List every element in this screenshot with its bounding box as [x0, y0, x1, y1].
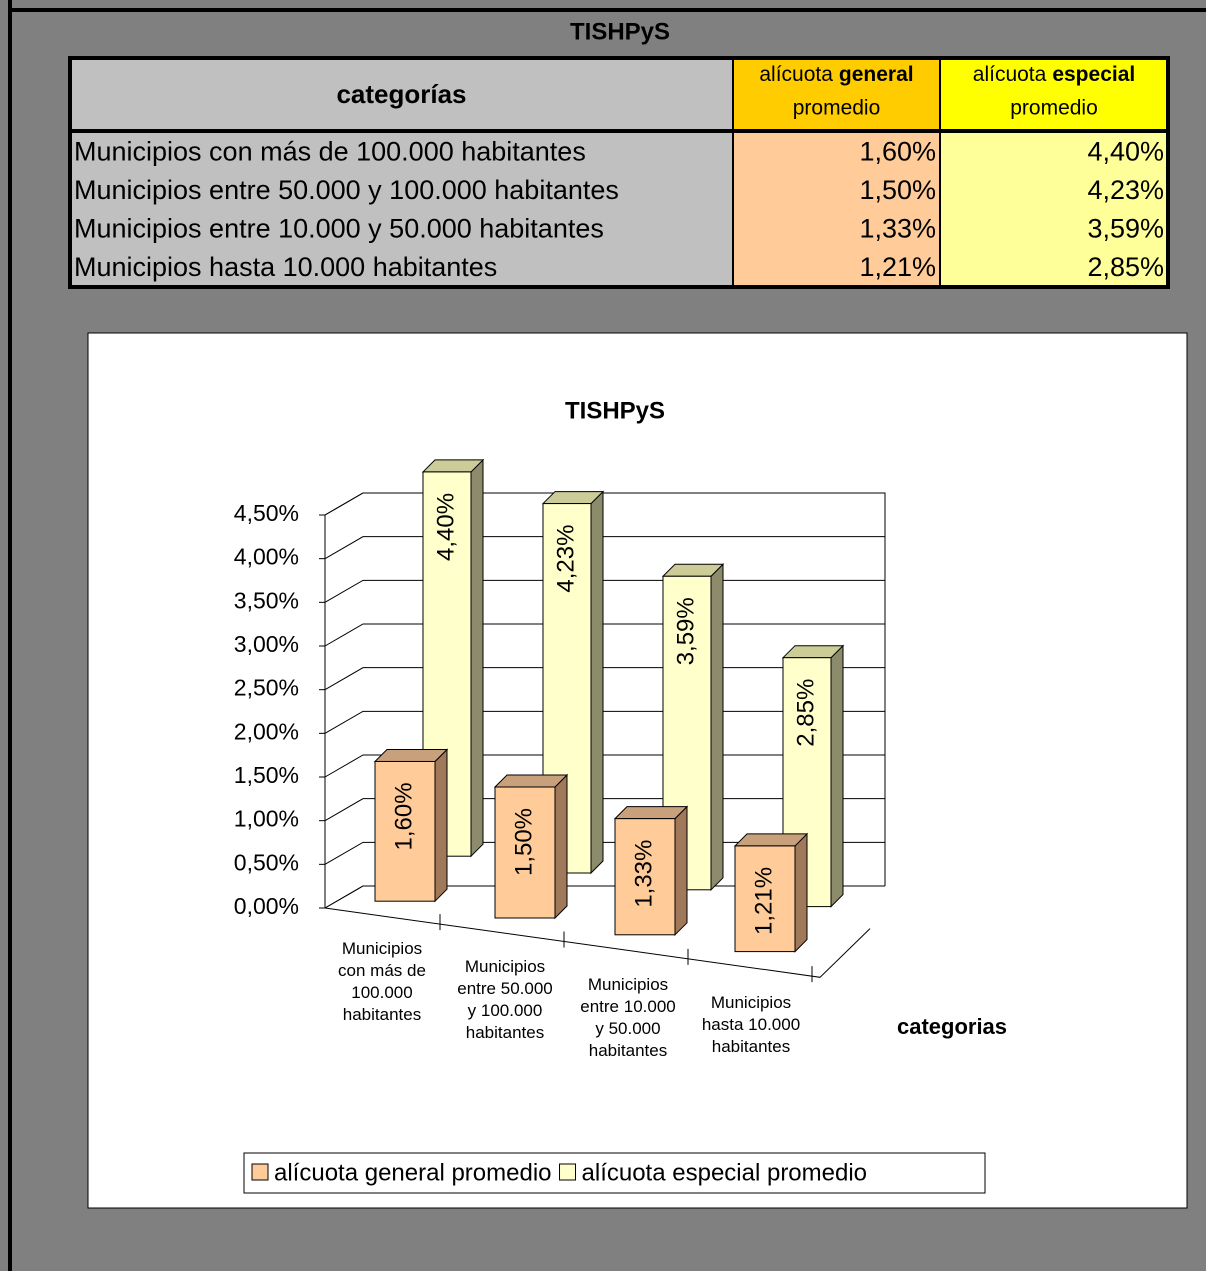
data-label: 4,40% — [432, 493, 459, 561]
cell — [733, 248, 940, 287]
x-tick-label: Municipios con más de 100.000 habitantes — [338, 939, 426, 1024]
cell — [70, 171, 733, 210]
y-tick-label: 1,50% — [234, 762, 299, 788]
x-tick-label: Municipios hasta 10.000 habitantes — [702, 993, 800, 1056]
bar — [733, 832, 809, 953]
y-tick-label: 3,00% — [234, 631, 299, 657]
chart-title: TISHPyS — [565, 397, 665, 424]
bar-side — [794, 832, 808, 953]
bar-top — [493, 774, 569, 788]
bar-front — [614, 818, 676, 936]
chart-area — [87, 332, 1188, 1209]
cell — [70, 210, 733, 249]
y-tick-label: 3,50% — [234, 587, 299, 613]
x-axis-label: categorias — [897, 1014, 1007, 1039]
x-tick-label: Municipios entre 50.000 y 100.000 habitante… — [457, 957, 552, 1042]
grid-line — [324, 536, 885, 560]
y-tick-label: 2,50% — [234, 675, 299, 701]
bar-side — [434, 748, 448, 903]
bar — [373, 748, 449, 903]
bar-front — [494, 786, 556, 919]
cell-text: 1,33% — [859, 213, 936, 243]
bar — [493, 773, 569, 920]
header-word: especial — [1052, 63, 1135, 86]
bar-top — [373, 748, 449, 762]
cell — [733, 133, 940, 172]
cell — [940, 171, 1168, 210]
bar-top — [613, 806, 689, 820]
bar-side — [830, 644, 844, 908]
bar-side — [590, 490, 604, 875]
cell-text: Municipios hasta 10.000 habitantes — [74, 252, 497, 282]
bar-front — [734, 845, 796, 953]
cell-text: Municipios con más de 100.000 habitantes — [74, 136, 586, 166]
cell — [70, 248, 733, 287]
cell-text: Municipios entre 10.000 y 50.000 habitan… — [74, 213, 604, 243]
y-tick-label: 0,00% — [234, 893, 299, 919]
header-text: alícuota general — [759, 63, 913, 86]
header-text: alícuota especial — [973, 63, 1135, 86]
y-tick-label: 4,00% — [234, 544, 299, 570]
cell-text: 1,60% — [859, 136, 936, 166]
bar-side — [674, 805, 688, 937]
cell — [940, 248, 1168, 287]
header-word: general — [839, 63, 914, 86]
bar — [613, 805, 689, 937]
data-label: 1,60% — [390, 782, 417, 850]
header-text: promedio — [1010, 97, 1098, 120]
data-label: 3,59% — [672, 597, 699, 665]
header-cell — [70, 58, 733, 130]
cell — [70, 133, 733, 172]
data-label: 2,85% — [792, 679, 819, 747]
x-tick-label: Municipios entre 10.000 y 50.000 habitantes — [580, 975, 675, 1060]
cell-text: 1,50% — [859, 175, 936, 205]
bar-side — [710, 563, 724, 892]
y-tick-label: 2,00% — [234, 718, 299, 744]
bar-side — [470, 458, 484, 858]
grid-line — [324, 492, 885, 516]
cell-text: Municipios entre 50.000 y 100.000 habita… — [74, 175, 619, 205]
cell-text: 1,21% — [859, 252, 936, 282]
legend-label: alícuota especial promedio — [582, 1159, 868, 1186]
table-border — [68, 56, 1170, 289]
legend-swatch — [559, 1163, 577, 1181]
floor — [324, 907, 871, 978]
cell — [733, 210, 940, 249]
y-tick-label: 4,50% — [234, 500, 299, 526]
cell — [940, 133, 1168, 172]
cell — [733, 171, 940, 210]
header-word: alícuota — [973, 63, 1047, 86]
legend-label: alícuota general promedio — [274, 1159, 552, 1186]
y-tick-label: 1,00% — [234, 806, 299, 832]
y-tick-label: 0,50% — [234, 849, 299, 875]
table: categorías alícuota general promedio alícuot… — [68, 56, 1170, 289]
data-label: 1,33% — [630, 840, 657, 908]
bar-top — [733, 833, 809, 847]
bar-front — [374, 760, 436, 902]
header-word: alícuota — [759, 63, 833, 86]
legend-box — [243, 1152, 986, 1194]
cell-text: 2,85% — [1087, 252, 1164, 282]
data-label: 1,21% — [750, 867, 777, 935]
header-cell — [940, 58, 1168, 130]
cell-text: 3,59% — [1087, 213, 1164, 243]
data-label: 4,23% — [552, 525, 579, 593]
cell — [940, 210, 1168, 249]
data-label: 1,50% — [510, 808, 537, 876]
header-text: promedio — [793, 97, 881, 120]
legend-swatch — [251, 1163, 269, 1181]
table-title: TISHPyS — [570, 18, 670, 45]
bar-side — [554, 773, 568, 920]
cell-text: 4,40% — [1087, 136, 1164, 166]
cell-text: 4,23% — [1087, 175, 1164, 205]
header-cell — [733, 58, 940, 130]
header-text: categorías — [336, 79, 466, 109]
chart: TISHPyS 0,00% 0,50% 1,00% 1,50% 2,00% 2,50% 3,0… — [234, 397, 1007, 1194]
